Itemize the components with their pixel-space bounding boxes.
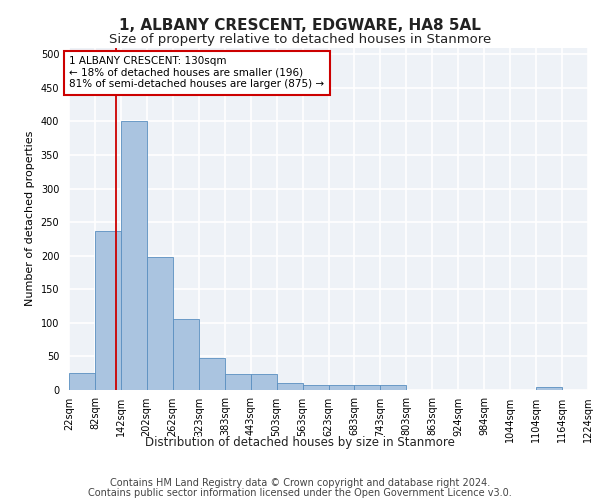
Text: Contains HM Land Registry data © Crown copyright and database right 2024.: Contains HM Land Registry data © Crown c…	[110, 478, 490, 488]
Bar	[225, 374, 251, 390]
Bar	[95, 231, 121, 390]
Bar	[147, 257, 173, 390]
Bar	[329, 384, 355, 390]
Bar	[251, 374, 277, 390]
Bar	[302, 384, 329, 390]
Text: 1 ALBANY CRESCENT: 130sqm
← 18% of detached houses are smaller (196)
81% of semi: 1 ALBANY CRESCENT: 130sqm ← 18% of detac…	[70, 56, 325, 90]
Bar	[69, 373, 95, 390]
Bar	[173, 320, 199, 390]
Text: 1, ALBANY CRESCENT, EDGWARE, HA8 5AL: 1, ALBANY CRESCENT, EDGWARE, HA8 5AL	[119, 18, 481, 32]
Text: Distribution of detached houses by size in Stanmore: Distribution of detached houses by size …	[145, 436, 455, 449]
Bar	[380, 386, 406, 390]
Bar	[536, 386, 562, 390]
Y-axis label: Number of detached properties: Number of detached properties	[25, 131, 35, 306]
Text: Size of property relative to detached houses in Stanmore: Size of property relative to detached ho…	[109, 32, 491, 46]
Bar	[355, 384, 380, 390]
Bar	[121, 122, 147, 390]
Text: Contains public sector information licensed under the Open Government Licence v3: Contains public sector information licen…	[88, 488, 512, 498]
Bar	[277, 384, 302, 390]
Bar	[199, 358, 225, 390]
